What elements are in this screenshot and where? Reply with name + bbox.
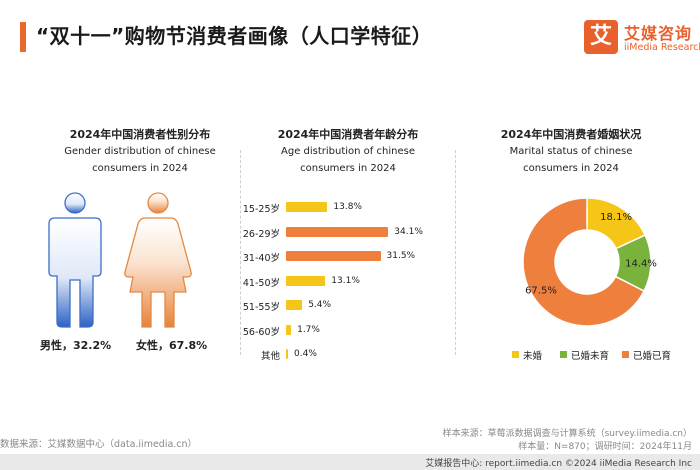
data-source-note: 数据来源：艾媒数据中心（data.iimedia.cn） [0, 439, 198, 450]
legend-item-unmarried: 未婚 [512, 348, 542, 362]
sample-size-line: 样本量：N=870；调研时间：2024年11月 [518, 442, 692, 452]
age-category-label: 41-50岁 [242, 277, 280, 289]
legend-label-married-no-child: 已婚未育 [571, 351, 610, 362]
age-category-label: 其他 [260, 351, 280, 362]
logo-text-cn: 艾媒咨询 [624, 24, 693, 43]
female-share-label: 女性，67.8% [136, 339, 208, 352]
age-category-label: 26-29岁 [242, 228, 280, 240]
age-subtitle-line1: Age distribution of chinese [281, 146, 415, 157]
gender-subtitle-line1: Gender distribution of chinese [64, 146, 216, 157]
title-accent-bar [20, 22, 26, 52]
age-bar [286, 226, 389, 237]
age-bar [286, 324, 292, 335]
legend-swatch-married-no-child [560, 351, 567, 358]
age-chart-title: 2024年中国消费者年龄分布 [277, 128, 419, 141]
age-category-label: 51-55岁 [242, 302, 280, 313]
sample-source-line: 样本来源：草莓派数据调查与计算系统（survey.iimedia.cn） [442, 429, 692, 439]
age-value-label: 13.8% [333, 202, 362, 212]
age-bar [286, 349, 288, 359]
legend-item-married-no-child: 已婚未育 [560, 348, 609, 362]
logo-mark: 艾 [584, 20, 618, 54]
page-title: “双十一”购物节消费者画像（人口学特征） [36, 24, 433, 48]
marital-chart-subtitle: Marital status of chinese consumers in 2… [466, 143, 676, 177]
age-value-label: 34.1% [394, 226, 423, 237]
sample-note: 样本来源：草莓派数据调查与计算系统（survey.iimedia.cn） 样本量… [443, 428, 692, 454]
age-category-label: 31-40岁 [242, 253, 280, 264]
marital-subtitle-line1: Marital status of chinese [509, 146, 633, 157]
age-category-label: 56-60岁 [242, 326, 280, 338]
age-subtitle-line2: consumers in 2024 [300, 163, 396, 174]
legend-swatch-married-with-child [622, 351, 629, 358]
logo-text-en: iiMedia Research [624, 42, 700, 53]
footer-copyright: 艾媒报告中心: report.iimedia.cn ©2024 iiMedia … [425, 459, 692, 469]
marital-subtitle-line2: consumers in 2024 [523, 163, 619, 174]
age-value-label: 31.5% [386, 251, 416, 261]
legend-label-married-with-child: 已婚已育 [633, 351, 672, 362]
gender-subtitle-line2: consumers in 2024 [92, 163, 188, 174]
female-figure-icon [124, 192, 192, 328]
age-chart-subtitle: Age distribution of chinese consumers in… [248, 143, 448, 177]
age-category-label: 15-25岁 [242, 204, 280, 215]
gender-chart-title: 2024年中国消费者性别分布 [69, 128, 211, 141]
marital-chart-title: 2024年中国消费者婚姻状况 [500, 128, 642, 141]
male-figure-icon [48, 192, 102, 328]
panel-divider-1 [240, 150, 241, 355]
legend-item-married-with-child: 已婚已育 [622, 348, 671, 362]
age-bar [286, 202, 328, 212]
legend-swatch-unmarried [512, 351, 519, 358]
age-bar [286, 251, 381, 261]
age-value-label: 5.4% [308, 300, 332, 310]
age-value-label: 0.4% [294, 349, 317, 359]
age-value-label: 1.7% [297, 324, 320, 335]
panel-divider-2 [455, 150, 456, 355]
age-value-label: 13.1% [331, 275, 360, 286]
gender-chart-subtitle: Gender distribution of chinese consumers… [40, 143, 240, 177]
legend-label-unmarried: 未婚 [523, 351, 543, 362]
marital-legend: 未婚 已婚未育 已婚已育 [510, 348, 700, 362]
age-bar [286, 275, 326, 286]
age-bar [286, 300, 303, 310]
male-share-label: 男性，32.2% [40, 339, 112, 352]
iimedia-logo: 艾 艾媒咨询 iiMedia Research [584, 20, 700, 56]
footer-strip: 艾媒报告中心: report.iimedia.cn ©2024 iiMedia … [0, 454, 700, 470]
